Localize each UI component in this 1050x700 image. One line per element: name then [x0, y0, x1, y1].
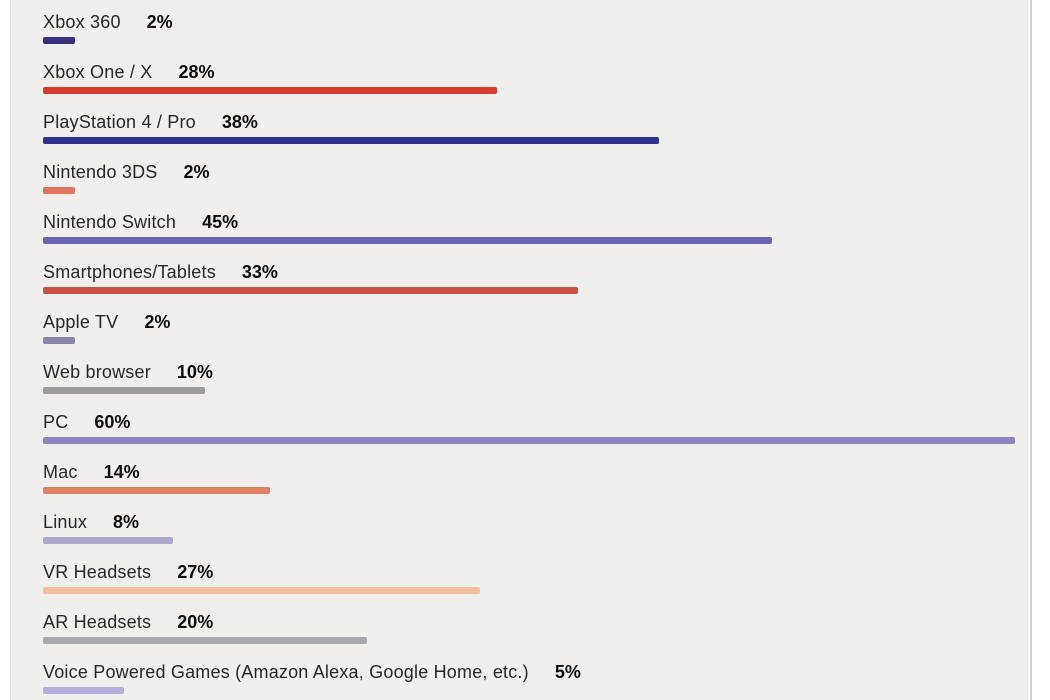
bar: [43, 287, 578, 294]
row-labels: Apple TV 2%: [43, 312, 1027, 333]
bar: [43, 687, 124, 694]
category-label: PlayStation 4 / Pro: [43, 112, 196, 132]
category-label: Web browser: [43, 362, 151, 382]
bar: [43, 237, 772, 244]
category-label: Nintendo Switch: [43, 212, 177, 232]
value-label: 38%: [221, 112, 258, 132]
value-label: 8%: [113, 512, 140, 532]
row-labels: AR Headsets 20%: [43, 612, 1027, 633]
bar: [43, 137, 659, 144]
value-label: 5%: [554, 662, 581, 682]
bar-chart: Xbox 360 2% Xbox One / X 28% PlayStation 4 /…: [43, 12, 1027, 700]
category-label: PC: [43, 412, 69, 432]
row-labels: Mac 14%: [43, 462, 1027, 483]
chart-row: Mac 14%: [43, 462, 1027, 512]
chart-row: PC 60%: [43, 412, 1027, 462]
bar: [43, 437, 1015, 444]
bar: [43, 187, 76, 194]
chart-row: VR Headsets 27%: [43, 562, 1027, 612]
chart-row: Apple TV 2%: [43, 312, 1027, 362]
chart-row: Nintendo 3DS 2%: [43, 162, 1027, 212]
bar: [43, 37, 76, 44]
row-labels: Voice Powered Games (Amazon Alexa, Googl…: [43, 662, 1027, 683]
value-label: 2%: [183, 162, 210, 182]
bar: [43, 637, 367, 644]
row-labels: Xbox One / X 28%: [43, 62, 1027, 83]
value-label: 10%: [176, 362, 213, 382]
row-labels: Nintendo 3DS 2%: [43, 162, 1027, 183]
category-label: Xbox One / X: [43, 62, 153, 82]
page-edge-divider: [1030, 0, 1032, 700]
value-label: 27%: [177, 562, 214, 582]
category-label: Apple TV: [43, 312, 119, 332]
row-labels: Xbox 360 2%: [43, 12, 1027, 33]
value-label: 14%: [103, 462, 140, 482]
value-label: 20%: [177, 612, 214, 632]
chart-row: Smartphones/Tablets 33%: [43, 262, 1027, 312]
category-label: Mac: [43, 462, 78, 482]
value-label: 2%: [144, 312, 171, 332]
row-labels: VR Headsets 27%: [43, 562, 1027, 583]
chart-row: Xbox One / X 28%: [43, 62, 1027, 112]
row-labels: Linux 8%: [43, 512, 1027, 533]
row-labels: Smartphones/Tablets 33%: [43, 262, 1027, 283]
bar: [43, 587, 481, 594]
category-label: Xbox 360: [43, 12, 121, 32]
row-labels: PlayStation 4 / Pro 38%: [43, 112, 1027, 133]
category-label: Smartphones/Tablets: [43, 262, 216, 282]
category-label: AR Headsets: [43, 612, 152, 632]
category-label: Linux: [43, 512, 88, 532]
bar: [43, 337, 76, 344]
chart-row: Nintendo Switch 45%: [43, 212, 1027, 262]
value-label: 60%: [94, 412, 131, 432]
row-labels: PC 60%: [43, 412, 1027, 433]
value-label: 28%: [178, 62, 215, 82]
chart-row: PlayStation 4 / Pro 38%: [43, 112, 1027, 162]
category-label: VR Headsets: [43, 562, 152, 582]
row-labels: Nintendo Switch 45%: [43, 212, 1027, 233]
chart-row: Xbox 360 2%: [43, 12, 1027, 62]
value-label: 45%: [202, 212, 239, 232]
chart-row: AR Headsets 20%: [43, 612, 1027, 662]
bar: [43, 387, 205, 394]
row-labels: Web browser 10%: [43, 362, 1027, 383]
chart-row: Linux 8%: [43, 512, 1027, 562]
chart-row: Voice Powered Games (Amazon Alexa, Googl…: [43, 662, 1027, 700]
chart-panel: Xbox 360 2% Xbox One / X 28% PlayStation 4 /…: [10, 0, 1028, 700]
category-label: Nintendo 3DS: [43, 162, 158, 182]
bar: [43, 87, 497, 94]
chart-row: Web browser 10%: [43, 362, 1027, 412]
value-label: 33%: [241, 262, 278, 282]
bar: [43, 487, 270, 494]
category-label: Voice Powered Games (Amazon Alexa, Googl…: [43, 662, 529, 682]
value-label: 2%: [146, 12, 173, 32]
bar: [43, 537, 173, 544]
